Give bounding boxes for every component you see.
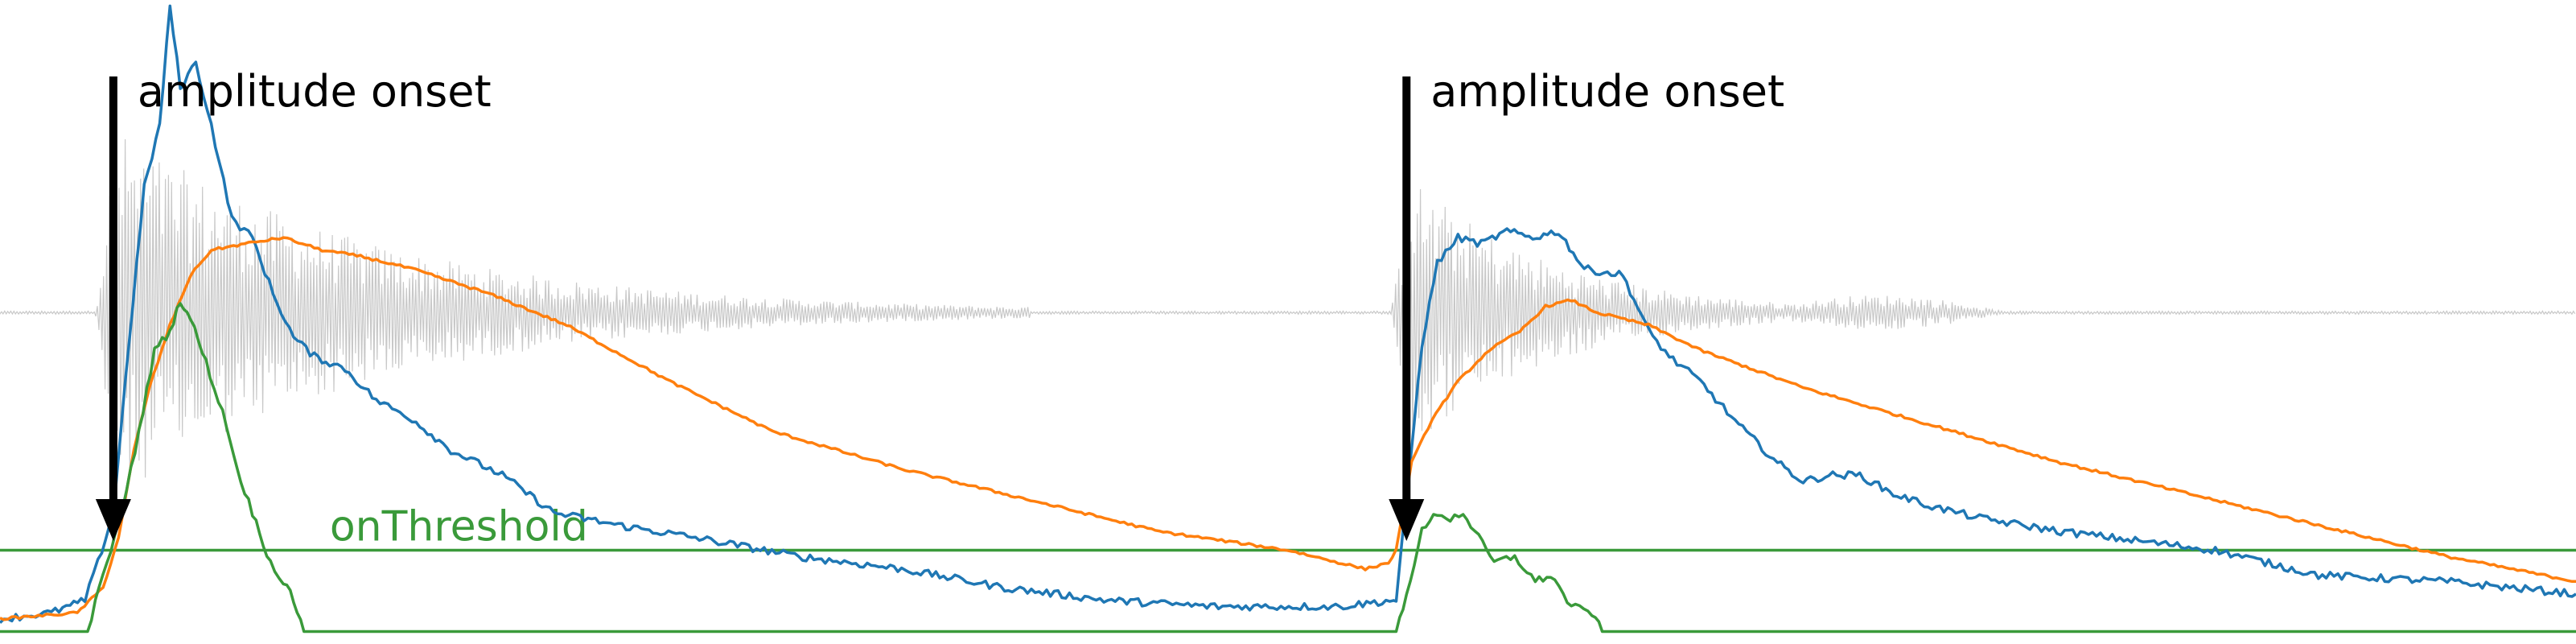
threshold-label: onThreshold bbox=[330, 502, 588, 551]
waveform-line bbox=[0, 138, 2576, 478]
series-onset-line bbox=[0, 302, 2576, 634]
threshold-layer: onThreshold bbox=[0, 502, 2576, 552]
series-layer bbox=[0, 4, 2576, 634]
onset-label-1: amplitude onset bbox=[138, 66, 492, 117]
onset-arrow-head-1 bbox=[95, 499, 131, 541]
waveform-layer bbox=[0, 138, 2576, 478]
onset-arrow-head-2 bbox=[1389, 499, 1425, 541]
series-slow-line bbox=[0, 236, 2576, 621]
onset-label-2: amplitude onset bbox=[1430, 66, 1784, 117]
annotation-layer: amplitude onset amplitude onset bbox=[95, 66, 1784, 541]
series-fast-line bbox=[0, 4, 2576, 624]
